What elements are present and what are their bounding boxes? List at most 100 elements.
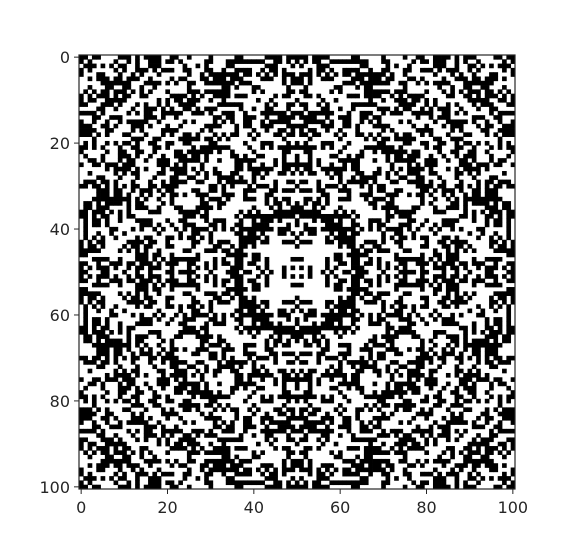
- heatmap-cell: [79, 441, 84, 447]
- heatmap-cell: [152, 80, 158, 86]
- heatmap-cell: [476, 201, 481, 206]
- heatmap-cell: [402, 235, 408, 241]
- heatmap-cell: [191, 244, 196, 249]
- heatmap-cell: [502, 76, 507, 82]
- heatmap-cell: [117, 458, 123, 464]
- heatmap-cell: [135, 299, 140, 305]
- heatmap-cell: [316, 381, 322, 387]
- heatmap-cell: [251, 205, 257, 211]
- heatmap-cell: [432, 102, 438, 107]
- heatmap-cell: [463, 192, 468, 198]
- heatmap-cell: [502, 205, 507, 211]
- heatmap-cell: [169, 235, 175, 241]
- heatmap-cell: [489, 394, 494, 400]
- heatmap-cell: [445, 458, 451, 464]
- heatmap-cell: [398, 304, 404, 309]
- heatmap-cell: [506, 140, 512, 146]
- heatmap-cell: [510, 213, 516, 219]
- heatmap-cell: [217, 394, 222, 400]
- heatmap-cell: [402, 458, 408, 464]
- heatmap-cell: [178, 171, 183, 176]
- heatmap-cell: [497, 128, 503, 133]
- heatmap-cell: [281, 213, 287, 219]
- heatmap-cell: [204, 248, 209, 254]
- heatmap-cell: [359, 183, 365, 189]
- heatmap-cell: [510, 390, 516, 395]
- heatmap-cell: [117, 385, 123, 391]
- heatmap-cell: [221, 218, 227, 223]
- heatmap-cell: [476, 398, 481, 404]
- heatmap-cell: [346, 342, 352, 348]
- heatmap-cell: [195, 360, 201, 365]
- heatmap-cell: [368, 394, 373, 400]
- heatmap-cell: [186, 256, 192, 262]
- heatmap-cell: [389, 201, 395, 206]
- heatmap-cell: [87, 441, 93, 447]
- heatmap-cell: [143, 428, 149, 434]
- heatmap-cell: [355, 278, 360, 284]
- heatmap-cell: [83, 321, 88, 327]
- heatmap-cell: [143, 102, 149, 107]
- heatmap-cell: [394, 188, 399, 193]
- heatmap-cell: [83, 304, 88, 309]
- heatmap-cell: [437, 424, 442, 430]
- heatmap-cell: [169, 407, 175, 413]
- heatmap-cell: [355, 162, 360, 168]
- heatmap-cell: [286, 166, 291, 172]
- heatmap-cell: [355, 76, 360, 82]
- heatmap-cell: [212, 355, 218, 361]
- heatmap-cell: [238, 287, 244, 292]
- heatmap-cell: [148, 235, 153, 241]
- heatmap-cell: [497, 441, 503, 447]
- heatmap-cell: [208, 480, 214, 486]
- heatmap-cell: [113, 433, 119, 438]
- heatmap-cell: [420, 252, 425, 258]
- heatmap-cell: [476, 415, 481, 421]
- heatmap-cell: [333, 441, 339, 447]
- heatmap-cell: [251, 261, 257, 266]
- heatmap-cell: [268, 76, 274, 82]
- heatmap-cell: [355, 287, 360, 292]
- heatmap-cell: [126, 55, 132, 60]
- heatmap-cell: [325, 166, 330, 172]
- heatmap-cell: [113, 93, 119, 99]
- heatmap-cell: [329, 183, 335, 189]
- heatmap-cell: [510, 287, 516, 292]
- heatmap-cell: [458, 183, 464, 189]
- heatmap-cell: [286, 59, 291, 64]
- heatmap-cell: [299, 476, 304, 481]
- heatmap-cell: [450, 239, 455, 245]
- heatmap-cell: [355, 179, 360, 185]
- heatmap-cell: [363, 89, 369, 95]
- heatmap-cell: [251, 89, 257, 95]
- heatmap-cell: [117, 476, 123, 481]
- heatmap-cell: [126, 119, 132, 125]
- heatmap-cell: [199, 428, 205, 434]
- heatmap-cell: [338, 372, 343, 378]
- heatmap-cell: [394, 171, 399, 176]
- heatmap-cell: [117, 80, 123, 86]
- heatmap-cell: [91, 179, 97, 185]
- heatmap-cell: [484, 360, 490, 365]
- heatmap-cell: [355, 123, 360, 129]
- heatmap-cell: [104, 351, 110, 357]
- heatmap-cell: [489, 63, 494, 69]
- heatmap-cell: [320, 441, 326, 447]
- heatmap-cell: [217, 175, 222, 180]
- heatmap-cell: [130, 467, 136, 473]
- heatmap-cell: [260, 231, 265, 236]
- heatmap-cell: [161, 424, 166, 430]
- heatmap-cell: [506, 278, 512, 284]
- heatmap-cell: [100, 450, 106, 455]
- heatmap-cell: [484, 398, 490, 404]
- heatmap-cell: [79, 394, 84, 400]
- heatmap-cell: [385, 89, 391, 95]
- heatmap-cell: [182, 153, 188, 159]
- heatmap-cell: [363, 85, 369, 90]
- heatmap-cell: [359, 407, 365, 413]
- heatmap-cell: [441, 330, 447, 335]
- heatmap-cell: [204, 471, 209, 477]
- heatmap-cell: [117, 291, 123, 296]
- heatmap-cell: [195, 347, 201, 352]
- heatmap-cell: [208, 467, 214, 473]
